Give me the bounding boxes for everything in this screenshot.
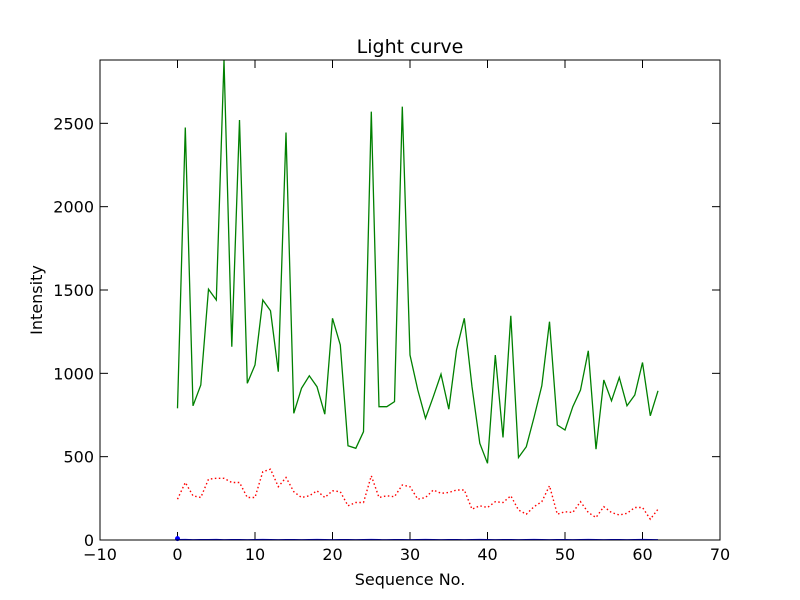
series-line-0 bbox=[176, 59, 659, 464]
x-tick-label: 50 bbox=[555, 545, 575, 564]
chart-title: Light curve bbox=[357, 36, 464, 58]
x-tick-label: 10 bbox=[245, 545, 265, 564]
x-tick-label: 0 bbox=[172, 545, 182, 564]
y-axis-label: Intensity bbox=[27, 265, 46, 335]
x-tick-label: 60 bbox=[632, 545, 652, 564]
y-tick-label: 2500 bbox=[53, 114, 94, 133]
x-tick-label: 70 bbox=[710, 545, 730, 564]
x-tick-label: 30 bbox=[400, 545, 420, 564]
y-axis-ticks: 0 500 1000 1500 2000 2500 bbox=[53, 114, 720, 550]
series-layer bbox=[175, 59, 659, 542]
x-axis-label: Sequence No. bbox=[355, 570, 466, 589]
x-axis-ticks: −10 0 10 20 30 40 50 60 70 bbox=[83, 60, 730, 564]
x-tick-label: 20 bbox=[322, 545, 342, 564]
series-line-1 bbox=[176, 468, 659, 521]
x-tick-label: −10 bbox=[83, 545, 117, 564]
y-tick-label: 0 bbox=[84, 531, 94, 550]
y-tick-label: 500 bbox=[63, 448, 94, 467]
y-tick-label: 1500 bbox=[53, 281, 94, 300]
y-tick-label: 2000 bbox=[53, 198, 94, 217]
plot-frame bbox=[99, 59, 721, 541]
y-tick-label: 1000 bbox=[53, 364, 94, 383]
x-tick-label: 40 bbox=[477, 545, 497, 564]
